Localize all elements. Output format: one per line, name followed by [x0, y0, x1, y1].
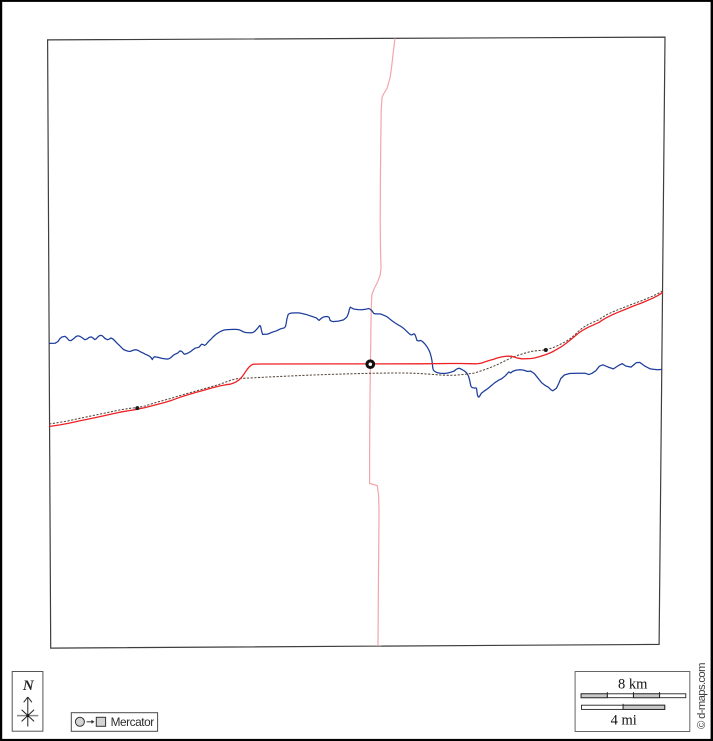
svg-text:4 mi: 4 mi — [611, 713, 637, 729]
svg-text:8 km: 8 km — [618, 677, 648, 693]
svg-text:© d-maps.com: © d-maps.com — [696, 663, 708, 730]
svg-text:N: N — [22, 678, 35, 694]
svg-text:Mercator: Mercator — [111, 715, 155, 729]
